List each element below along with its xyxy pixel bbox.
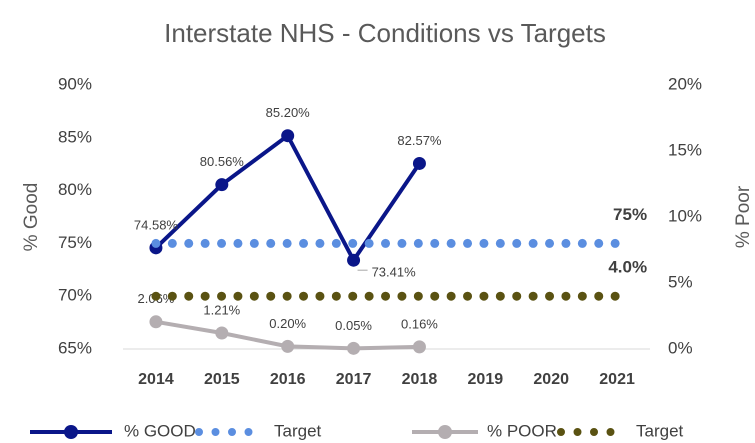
value-label: 74.58% bbox=[134, 217, 179, 232]
x-tick-label: 2017 bbox=[336, 371, 372, 388]
y2-tick-label: 20% bbox=[668, 74, 702, 93]
y-tick-label: 70% bbox=[58, 286, 92, 305]
point bbox=[347, 253, 361, 267]
point bbox=[347, 341, 361, 355]
legend-marker bbox=[64, 425, 78, 439]
target-label: 75% bbox=[613, 205, 647, 224]
value-label: 0.05% bbox=[335, 318, 372, 333]
y2-axis-label: % Poor bbox=[733, 185, 754, 248]
point bbox=[281, 129, 295, 143]
point bbox=[215, 178, 229, 192]
value-label: 85.20% bbox=[266, 105, 311, 120]
y-tick-label: 90% bbox=[58, 74, 92, 93]
y2-tick-label: 10% bbox=[668, 206, 702, 225]
value-label: 73.41% bbox=[372, 265, 417, 280]
point bbox=[412, 156, 426, 170]
y2-tick-label: 15% bbox=[668, 140, 702, 159]
legend-label: Target bbox=[636, 421, 684, 440]
legend-marker bbox=[438, 425, 452, 439]
x-tick-label: 2018 bbox=[402, 371, 438, 388]
value-label: 82.57% bbox=[397, 133, 442, 148]
y-axis-label: % Good bbox=[21, 183, 42, 252]
x-tick-label: 2016 bbox=[270, 371, 306, 388]
value-label: 0.16% bbox=[401, 316, 438, 331]
target-label: 4.0% bbox=[608, 258, 647, 277]
y-tick-label: 85% bbox=[58, 127, 92, 146]
y-tick-label: 80% bbox=[58, 180, 92, 199]
y2-tick-label: 5% bbox=[668, 272, 693, 291]
y-tick-label: 75% bbox=[58, 233, 92, 252]
value-label: 1.21% bbox=[203, 302, 240, 317]
point bbox=[412, 340, 426, 354]
point bbox=[281, 339, 295, 353]
x-tick-label: 2021 bbox=[599, 371, 635, 388]
legend-label: % POOR bbox=[487, 421, 557, 440]
point bbox=[149, 315, 163, 329]
value-label: 80.56% bbox=[200, 154, 245, 169]
x-tick-label: 2020 bbox=[533, 371, 569, 388]
y-tick-label: 65% bbox=[58, 338, 92, 357]
chart-title: Interstate NHS - Conditions vs Targets bbox=[164, 18, 606, 48]
x-tick-label: 2014 bbox=[138, 371, 174, 388]
point bbox=[215, 326, 229, 340]
y2-tick-label: 0% bbox=[668, 338, 693, 357]
value-label: 0.20% bbox=[269, 316, 306, 331]
legend-label: Target bbox=[274, 421, 322, 440]
x-tick-label: 2015 bbox=[204, 371, 240, 388]
x-tick-label: 2019 bbox=[468, 371, 504, 388]
legend-label: % GOOD bbox=[124, 421, 196, 440]
